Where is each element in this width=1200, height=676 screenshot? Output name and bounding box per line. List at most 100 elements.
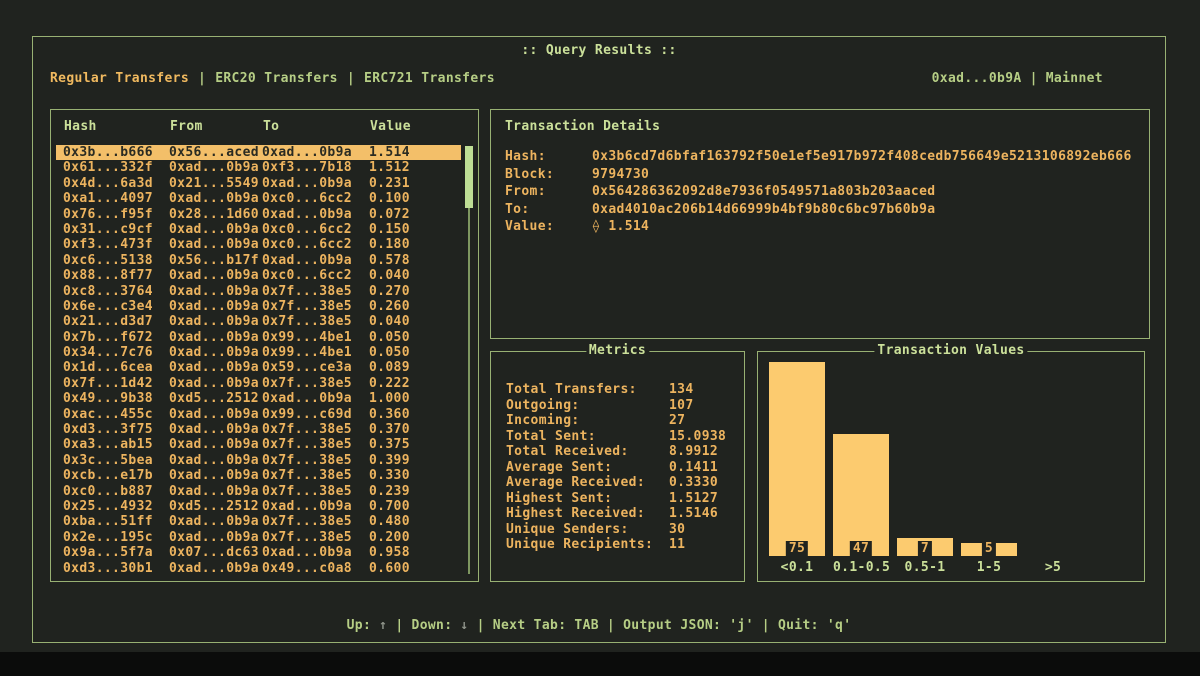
cell-value: 0.180 (369, 237, 410, 253)
cell-to: 0x7f...38e5 (262, 514, 352, 530)
cell-value: 0.958 (369, 545, 410, 561)
field-value-block: 9794730 (592, 166, 650, 182)
table-row[interactable]: 0xd3...30b1 0xad...0b9a 0x49...c0a8 0.600 (56, 561, 461, 576)
table-row[interactable]: 0x1d...6cea 0xad...0b9a 0x59...ce3a 0.089 (56, 360, 461, 375)
cell-hash: 0x21...d3d7 (63, 314, 153, 330)
wallet-indicator: 0xad...0b9A | Mainnet (932, 71, 1103, 86)
table-row[interactable]: 0xd3...3f75 0xad...0b9a 0x7f...38e5 0.370 (56, 422, 461, 437)
table-row[interactable]: 0x21...d3d7 0xad...0b9a 0x7f...38e5 0.040 (56, 314, 461, 329)
transaction-values-chart-panel: Transaction Values 75 47 7 5 <0.1 0.1-0.5 0.5… (757, 343, 1145, 582)
field-value-to: 0xad4010ac206b14d66999b4bf9b80c6bc97b60b… (592, 201, 936, 217)
cell-value: 0.100 (369, 191, 410, 207)
table-row[interactable]: 0x7b...f672 0xad...0b9a 0x99...4be1 0.050 (56, 330, 461, 345)
metric-label: Unique Senders: (506, 521, 629, 537)
cell-value: 0.270 (369, 283, 410, 299)
cell-value: 0.200 (369, 529, 410, 545)
table-row[interactable]: 0xba...51ff 0xad...0b9a 0x7f...38e5 0.480 (56, 514, 461, 529)
metric-value: 107 (669, 397, 694, 413)
table-row[interactable]: 0xc0...b887 0xad...0b9a 0x7f...38e5 0.239 (56, 484, 461, 499)
cell-value: 0.480 (369, 514, 410, 530)
cell-to: 0xad...0b9a (262, 252, 352, 268)
cell-to: 0xad...0b9a (262, 206, 352, 222)
cell-from: 0xad...0b9a (169, 437, 259, 453)
cell-value: 0.578 (369, 252, 410, 268)
tab-regular-transfers[interactable]: Regular Transfers (50, 71, 190, 86)
scrollbar-thumb[interactable] (465, 146, 473, 208)
tab-separator: | (346, 71, 356, 86)
cell-hash: 0xa3...ab15 (63, 437, 153, 453)
scrollbar-track (468, 146, 470, 574)
metric-row: Total Transfers: 134 (506, 382, 736, 398)
table-row[interactable]: 0x9a...5f7a 0x07...dc63 0xad...0b9a 0.958 (56, 545, 461, 560)
cell-hash: 0x61...332f (63, 160, 153, 176)
table-row[interactable]: 0x34...7c76 0xad...0b9a 0x99...4be1 0.050 (56, 345, 461, 360)
metric-row: Outgoing: 107 (506, 398, 736, 414)
table-row[interactable]: 0x88...8f77 0xad...0b9a 0xc0...6cc2 0.040 (56, 268, 461, 283)
table-row[interactable]: 0xcb...e17b 0xad...0b9a 0x7f...38e5 0.330 (56, 468, 461, 483)
terminal-background: :: Query Results :: Regular Transfers | ER… (0, 0, 1200, 652)
metric-value: 27 (669, 413, 686, 428)
cell-value: 0.399 (369, 452, 410, 468)
cell-hash: 0x4d...6a3d (63, 175, 153, 191)
table-row[interactable]: 0x3b...b666 0x56...aced 0xad...0b9a 1.514 (56, 145, 461, 161)
transfers-table-panel: Hash From To Value 0x3b...b666 0x56...ace… (50, 109, 479, 582)
table-row[interactable]: 0x31...c9cf 0xad...0b9a 0xc0...6cc2 0.150 (56, 222, 461, 237)
cell-hash: 0x25...4932 (63, 498, 153, 514)
cell-to: 0x7f...38e5 (262, 283, 352, 299)
table-scrollbar[interactable] (465, 146, 473, 574)
cell-hash: 0x3c...5bea (63, 452, 153, 468)
table-row[interactable]: 0xac...455c 0xad...0b9a 0x99...c69d 0.360 (56, 407, 461, 422)
cell-hash: 0x49...9b38 (63, 391, 153, 407)
metric-label: Highest Sent: (506, 490, 613, 506)
cell-to: 0x7f...38e5 (262, 452, 352, 468)
cell-from: 0x56...aced (169, 145, 259, 160)
cell-hash: 0x34...7c76 (63, 345, 153, 361)
tab-erc721-transfers[interactable]: ERC721 Transfers (364, 71, 495, 86)
wallet-separator: | (1029, 71, 1038, 86)
x-axis-label: 0.1-0.5 (833, 560, 891, 575)
cell-value: 0.040 (369, 314, 410, 330)
table-row[interactable]: 0x76...f95f 0x28...1d60 0xad...0b9a 0.072 (56, 207, 461, 222)
metric-label: Total Received: (506, 444, 629, 459)
table-row[interactable]: 0x7f...1d42 0xad...0b9a 0x7f...38e5 0.222 (56, 376, 461, 391)
table-row[interactable]: 0x2e...195c 0xad...0b9a 0x7f...38e5 0.200 (56, 530, 461, 545)
table-row[interactable]: 0xa3...ab15 0xad...0b9a 0x7f...38e5 0.375 (56, 437, 461, 452)
cell-to: 0xad...0b9a (262, 545, 352, 561)
table-row[interactable]: 0x61...332f 0xad...0b9a 0xf3...7b18 1.512 (56, 160, 461, 175)
cell-from: 0xad...0b9a (169, 360, 259, 376)
cell-from: 0xad...0b9a (169, 329, 259, 345)
cell-from: 0xad...0b9a (169, 529, 259, 545)
cell-hash: 0x76...f95f (63, 206, 153, 222)
header-hash: Hash (64, 119, 97, 134)
table-row[interactable]: 0xa1...4097 0xad...0b9a 0xc0...6cc2 0.100 (56, 191, 461, 206)
metric-row: Average Sent: 0.1411 (506, 460, 736, 476)
x-axis-label: >5 (1044, 560, 1062, 575)
table-row[interactable]: 0xc8...3764 0xad...0b9a 0x7f...38e5 0.270 (56, 284, 461, 299)
table-row[interactable]: 0x25...4932 0xd5...2512 0xad...0b9a 0.700 (56, 499, 461, 514)
cell-hash: 0xc0...b887 (63, 483, 153, 499)
shortcut-separator: | (761, 618, 770, 633)
bar-value-label: 7 (917, 541, 933, 556)
table-row[interactable]: 0xc6...5138 0x56...b17f 0xad...0b9a 0.578 (56, 253, 461, 268)
tab-erc20-transfers[interactable]: ERC20 Transfers (215, 71, 338, 86)
cell-value: 0.072 (369, 206, 410, 222)
metric-row: Average Received: 0.3330 (506, 475, 736, 491)
cell-from: 0xad...0b9a (169, 298, 259, 314)
cell-value: 0.239 (369, 483, 410, 499)
metric-label: Average Sent: (506, 459, 613, 475)
table-header-row: Hash From To Value (57, 119, 461, 134)
table-row[interactable]: 0x4d...6a3d 0x21...5549 0xad...0b9a 0.231 (56, 176, 461, 191)
cell-to: 0x7f...38e5 (262, 314, 352, 330)
cell-value: 0.370 (369, 422, 410, 438)
table-row[interactable]: 0x6e...c3e4 0xad...0b9a 0x7f...38e5 0.260 (56, 299, 461, 314)
cell-from: 0xad...0b9a (169, 268, 259, 284)
metric-row: Unique Senders: 30 (506, 522, 736, 538)
cell-value: 0.330 (369, 468, 410, 484)
table-row[interactable]: 0x3c...5bea 0xad...0b9a 0x7f...38e5 0.399 (56, 453, 461, 468)
field-value-hash: 0x3b6cd7d6bfaf163792f50e1ef5e917b972f408… (592, 149, 1132, 164)
shortcut-separator: | (606, 618, 616, 633)
metric-value: 8.9912 (669, 444, 719, 459)
table-row[interactable]: 0xf3...473f 0xad...0b9a 0xc0...6cc2 0.180 (56, 237, 461, 252)
cell-hash: 0xcb...e17b (63, 468, 153, 484)
table-row[interactable]: 0x49...9b38 0xd5...2512 0xad...0b9a 1.000 (56, 391, 461, 406)
